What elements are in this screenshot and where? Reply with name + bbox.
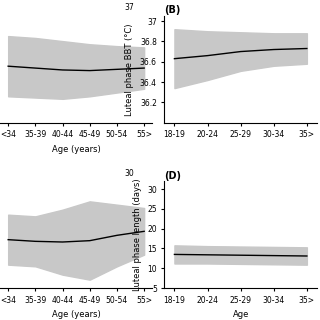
Y-axis label: Luteal phase BBT (°C): Luteal phase BBT (°C) [125,23,134,116]
X-axis label: Age (years): Age (years) [52,310,100,319]
Text: 37: 37 [124,4,134,12]
X-axis label: Age: Age [232,310,249,319]
Text: 30: 30 [124,169,134,178]
Text: (D): (D) [164,171,181,180]
Text: (B): (B) [164,5,181,15]
Y-axis label: Luteal phase length (days): Luteal phase length (days) [132,178,141,291]
X-axis label: Age (years): Age (years) [52,145,100,154]
